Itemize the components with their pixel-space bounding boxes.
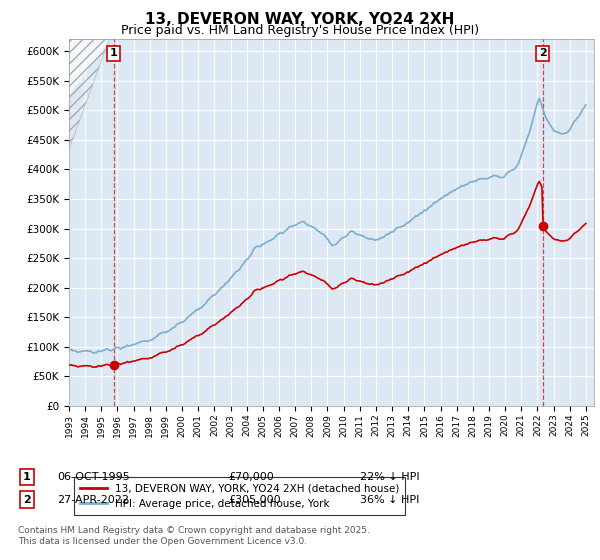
Text: 27-APR-2022: 27-APR-2022	[57, 494, 129, 505]
Text: Contains HM Land Registry data © Crown copyright and database right 2025.: Contains HM Land Registry data © Crown c…	[18, 526, 370, 535]
Text: This data is licensed under the Open Government Licence v3.0.: This data is licensed under the Open Gov…	[18, 537, 307, 546]
Text: 2: 2	[539, 48, 547, 58]
Text: 22% ↓ HPI: 22% ↓ HPI	[360, 472, 419, 482]
Text: £305,000: £305,000	[228, 494, 281, 505]
Legend: 13, DEVERON WAY, YORK, YO24 2XH (detached house), HPI: Average price, detached h: 13, DEVERON WAY, YORK, YO24 2XH (detache…	[74, 477, 406, 515]
Text: 06-OCT-1995: 06-OCT-1995	[57, 472, 130, 482]
Text: 36% ↓ HPI: 36% ↓ HPI	[360, 494, 419, 505]
Text: £70,000: £70,000	[228, 472, 274, 482]
Text: 2: 2	[23, 494, 31, 505]
Text: 1: 1	[23, 472, 31, 482]
Text: 1: 1	[110, 48, 118, 58]
Text: Price paid vs. HM Land Registry's House Price Index (HPI): Price paid vs. HM Land Registry's House …	[121, 24, 479, 36]
Polygon shape	[69, 39, 109, 94]
Text: 13, DEVERON WAY, YORK, YO24 2XH: 13, DEVERON WAY, YORK, YO24 2XH	[145, 12, 455, 27]
